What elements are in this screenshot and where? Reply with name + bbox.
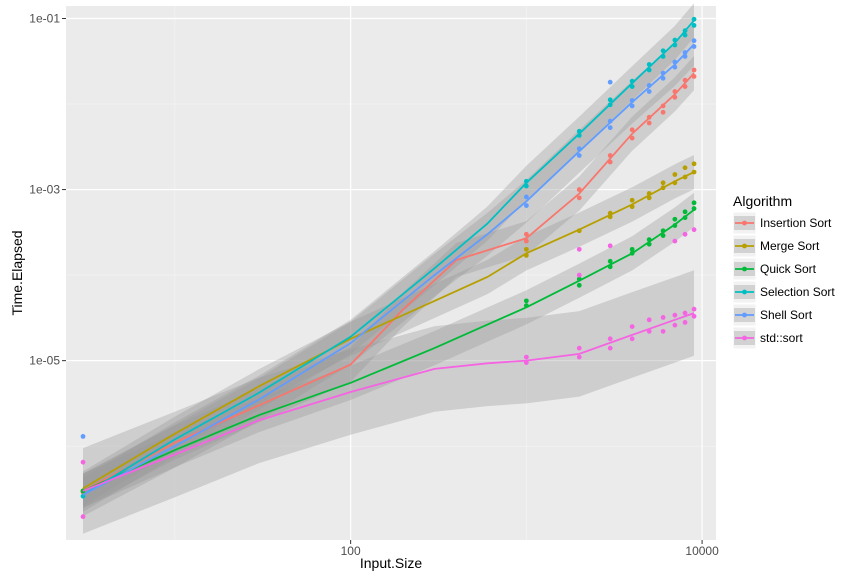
- point-shell-sort: [607, 125, 613, 131]
- point-std-sort: [646, 317, 652, 323]
- legend-label: Merge Sort: [760, 239, 820, 253]
- point-std-sort: [607, 243, 613, 249]
- legend-key-point: [742, 312, 747, 318]
- y-axis-title: Time.Elapsed: [9, 230, 25, 315]
- legend-label: Quick Sort: [760, 262, 817, 276]
- point-std-sort: [691, 306, 697, 312]
- line-selection-sort: [82, 19, 695, 496]
- point-std-sort: [80, 514, 86, 520]
- point-insertion-sort: [576, 187, 582, 192]
- axes: 100 10000 1e-05 1e-03 1e-01: [29, 11, 719, 558]
- point-std-sort: [682, 231, 688, 237]
- point-std-sort: [672, 322, 678, 328]
- point-insertion-sort: [646, 120, 652, 126]
- point-std-sort: [691, 313, 697, 319]
- x-tick-label: 100: [341, 544, 361, 558]
- point-shell-sort: [629, 103, 635, 109]
- line-merge-sort: [82, 171, 695, 490]
- x-axis-title: Input.Size: [360, 555, 422, 571]
- legend: Algorithm Insertion Sort Merge Sort Quick …: [732, 193, 835, 350]
- point-insertion-sort: [629, 127, 635, 133]
- point-quick-sort: [629, 246, 635, 252]
- point-std-sort: [691, 227, 697, 233]
- legend-key-point: [742, 289, 747, 295]
- point-selection-sort: [691, 23, 697, 28]
- point-std-sort: [629, 336, 635, 342]
- point-quick-sort: [691, 200, 697, 206]
- legend-key-point: [742, 220, 747, 226]
- point-merge-sort: [523, 246, 529, 252]
- point-selection-sort: [682, 32, 688, 38]
- point-merge-sort: [691, 161, 697, 167]
- legend-label: Selection Sort: [760, 285, 835, 299]
- point-std-sort: [523, 354, 529, 360]
- point-std-sort: [576, 354, 582, 360]
- point-std-sort: [682, 319, 688, 325]
- legend-label: std::sort: [760, 331, 803, 345]
- point-quick-sort: [523, 298, 529, 304]
- point-shell-sort: [607, 79, 613, 85]
- point-std-sort: [660, 315, 666, 320]
- point-std-sort: [607, 345, 613, 351]
- line-shell-sort: [82, 43, 695, 496]
- point-std-sort: [607, 336, 613, 342]
- line-std-sort: [82, 312, 695, 492]
- band-std-sort: [83, 270, 694, 534]
- point-shell-sort: [523, 203, 529, 208]
- y-tick-label: 1e-05: [29, 354, 60, 368]
- point-quick-sort: [682, 209, 688, 215]
- band-shell-sort: [83, 22, 694, 517]
- point-insertion-sort: [629, 135, 635, 141]
- point-std-sort: [672, 312, 678, 318]
- point-insertion-sort: [523, 231, 529, 237]
- fit-lines: [82, 19, 695, 496]
- band-selection-sort: [83, 3, 694, 512]
- legend-key-point: [742, 243, 747, 249]
- point-shell-sort: [523, 194, 529, 200]
- legend-title: Algorithm: [733, 193, 792, 209]
- point-quick-sort: [672, 216, 678, 222]
- line-insertion-sort: [82, 72, 695, 492]
- point-merge-sort: [672, 172, 678, 177]
- line-quick-sort: [82, 209, 695, 492]
- point-quick-sort: [576, 282, 582, 288]
- point-selection-sort: [607, 97, 613, 103]
- data-points: [80, 16, 697, 520]
- point-std-sort: [80, 459, 86, 465]
- y-tick-label: 1e-01: [29, 11, 60, 25]
- point-std-sort: [672, 238, 678, 244]
- point-std-sort: [576, 345, 582, 351]
- point-quick-sort: [660, 233, 666, 238]
- point-insertion-sort: [523, 238, 529, 244]
- point-shell-sort: [576, 153, 582, 158]
- point-shell-sort: [691, 38, 697, 44]
- point-insertion-sort: [660, 109, 666, 115]
- legend-label: Shell Sort: [760, 308, 813, 322]
- point-insertion-sort: [576, 195, 582, 201]
- point-merge-sort: [629, 197, 635, 203]
- legend-key-point: [742, 335, 747, 341]
- point-std-sort: [682, 310, 688, 316]
- point-std-sort: [660, 328, 666, 334]
- legend-key-point: [742, 266, 747, 272]
- point-shell-sort: [80, 434, 86, 439]
- point-quick-sort: [607, 258, 613, 264]
- y-tick-label: 1e-03: [29, 183, 60, 197]
- point-shell-sort: [646, 89, 652, 94]
- point-insertion-sort: [691, 67, 697, 73]
- point-std-sort: [629, 324, 635, 330]
- point-merge-sort: [682, 165, 688, 171]
- point-merge-sort: [660, 180, 666, 186]
- grid-lines: [66, 6, 716, 540]
- legend-label: Insertion Sort: [760, 216, 832, 230]
- band-merge-sort: [83, 155, 694, 506]
- point-std-sort: [576, 272, 582, 278]
- x-tick-label: 10000: [685, 544, 719, 558]
- point-std-sort: [576, 246, 582, 252]
